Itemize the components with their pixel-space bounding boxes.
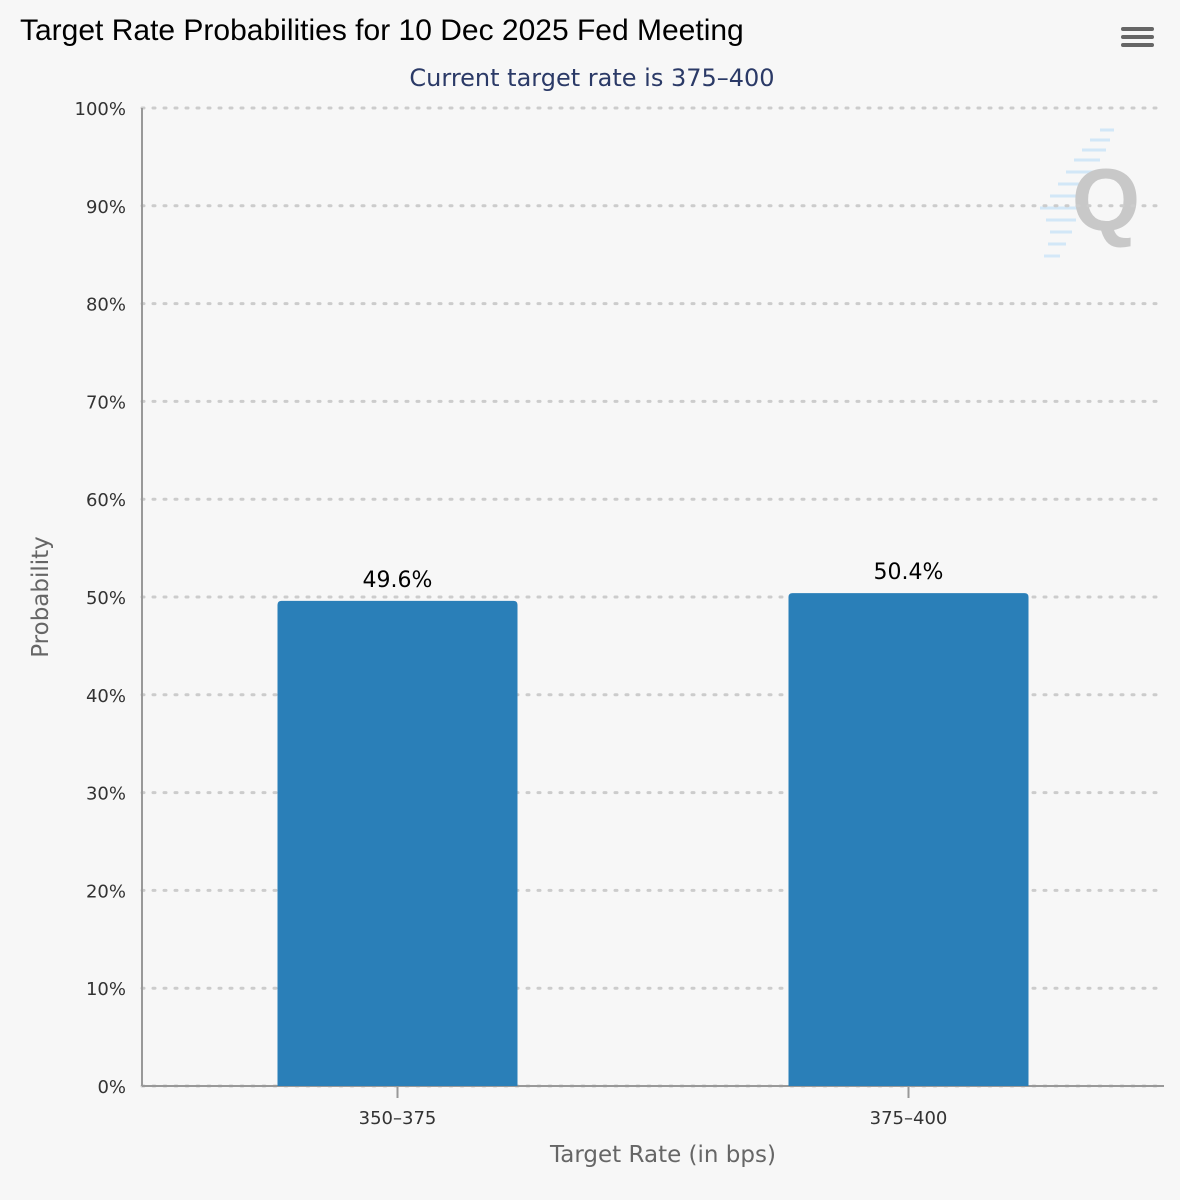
menu-button[interactable] xyxy=(1116,24,1156,54)
svg-text:Q: Q xyxy=(1072,150,1140,249)
y-tick-label: 80% xyxy=(86,295,126,316)
x-tick-label: 375–400 xyxy=(870,1108,948,1129)
y-tick-label: 0% xyxy=(97,1077,126,1098)
labels: 0% 10% 20% 30% 40% 50% 60% 70% 80% 90% 100% 49.6% 35… xyxy=(28,99,947,1168)
bar xyxy=(788,593,1029,1086)
hamburger-icon-bar xyxy=(1121,27,1154,31)
y-tick-label: 40% xyxy=(86,686,126,707)
chart-subtitle: Current target rate is 375–400 xyxy=(409,64,775,92)
y-axis-title: Probability xyxy=(28,536,54,658)
y-tick-label: 100% xyxy=(75,99,126,120)
x-tick-label: 350–375 xyxy=(359,1108,437,1129)
y-tick-label: 70% xyxy=(86,392,126,413)
bars xyxy=(277,593,1029,1086)
chart-title: Target Rate Probabilities for 10 Dec 202… xyxy=(20,14,744,47)
y-tick-label: 30% xyxy=(86,784,126,805)
hamburger-icon-bar xyxy=(1121,43,1154,47)
bar-data-label: 50.4% xyxy=(874,560,944,585)
bar-data-label: 49.6% xyxy=(363,568,433,593)
q-logo-icon: Q xyxy=(1040,128,1140,258)
y-tick-label: 90% xyxy=(86,197,126,218)
y-tick-label: 50% xyxy=(86,588,126,609)
bar xyxy=(277,600,518,1086)
y-tick-label: 60% xyxy=(86,490,126,511)
y-tick-label: 20% xyxy=(86,881,126,902)
y-tick-label: 10% xyxy=(86,979,126,1000)
hamburger-icon-bar xyxy=(1121,35,1154,39)
x-axis-title: Target Rate (in bps) xyxy=(549,1142,776,1168)
